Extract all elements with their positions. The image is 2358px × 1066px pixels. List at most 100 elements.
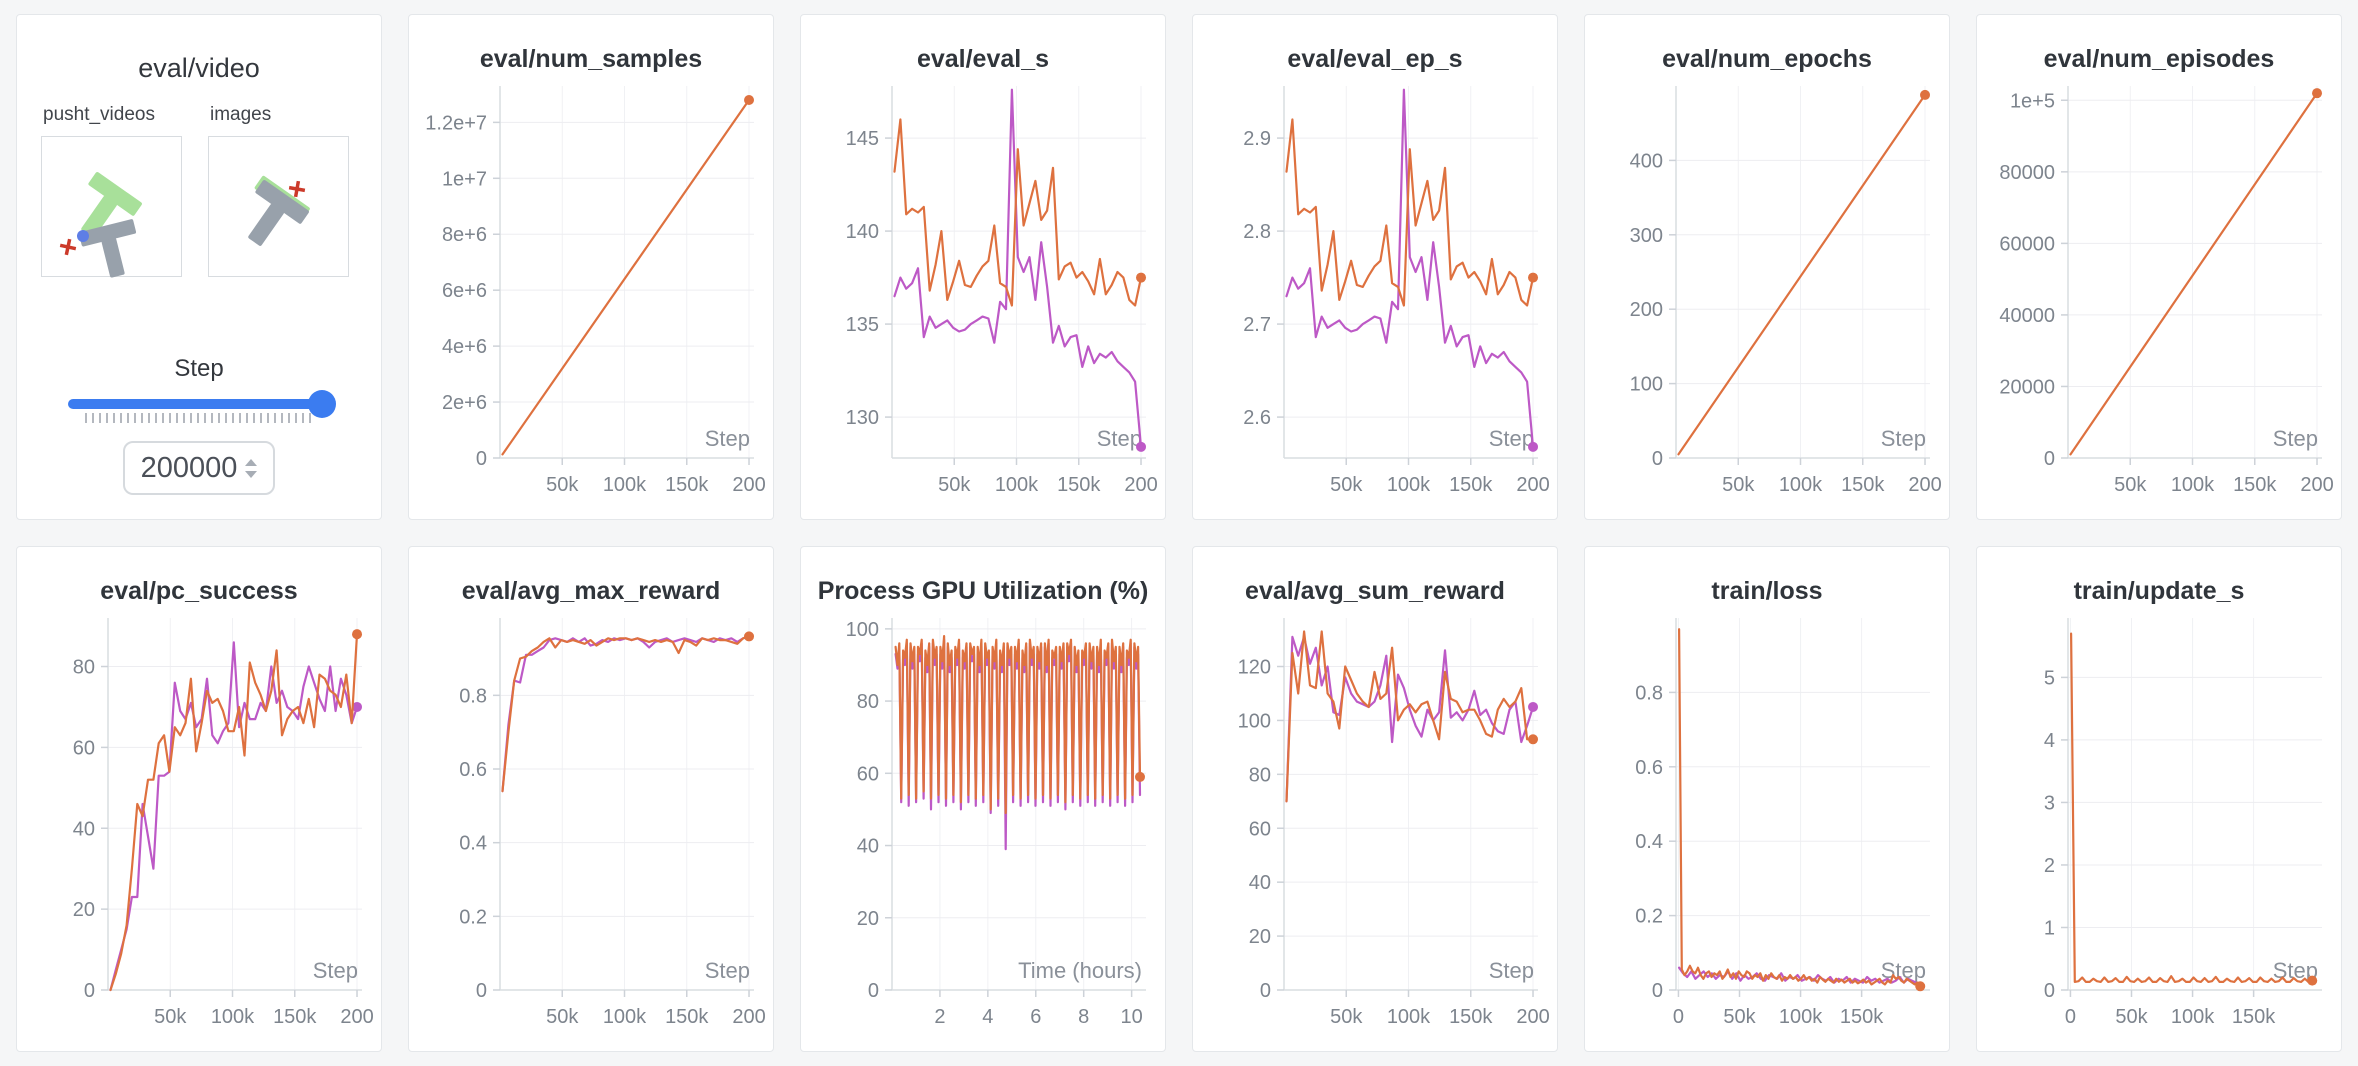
y-tick-label: 0 [2044, 448, 2055, 470]
end-point-dot [1136, 441, 1147, 452]
x-tick-label: 100k [1387, 474, 1431, 496]
x-tick-label: 50k [1330, 474, 1363, 496]
y-tick-label: 40 [1249, 872, 1271, 894]
series-line-orange [1677, 93, 1927, 456]
x-axis-label: Time (hours) [1018, 958, 1142, 983]
y-tick-label: 0 [476, 448, 487, 470]
agent-dot [77, 230, 89, 242]
y-tick-label: 40 [857, 836, 879, 858]
step-slider-track[interactable] [68, 390, 336, 418]
pusht-videos-thumbnail[interactable] [41, 136, 182, 278]
thumbnail-col-images: images [208, 104, 349, 277]
y-tick-label: 0.6 [1635, 757, 1663, 779]
panel-eval-num-samples: eval/num_samples 50k 100k 150k 200 0 2e+6 4e+6… [408, 14, 774, 520]
end-point-dot [744, 631, 755, 642]
x-axis-label: Step [1489, 958, 1534, 983]
y-tick-label: 200 [1630, 299, 1663, 321]
panel-eval-num-epochs: eval/num_epochs 50k 100k 150k 200 0 100 200 300… [1584, 14, 1950, 520]
images-thumbnail[interactable] [208, 136, 349, 277]
end-point-dot [1920, 89, 1931, 100]
panel-eval-num-episodes: eval/num_episodes 50k 100k 150k 200 0 20000 40… [1976, 14, 2342, 520]
series-line-orange [2069, 92, 2319, 456]
chart-eval-num-epochs[interactable]: 50k 100k 150k 200 0 100 200 300 400 Step [1585, 78, 1949, 498]
chart-title: train/loss [1711, 577, 1823, 605]
y-tick-label: 1.2e+7 [425, 112, 487, 134]
y-tick-label: 0.8 [1635, 682, 1663, 704]
chart-eval-eval-s[interactable]: 50k 100k 150k 200 130 135 140 145 Step [801, 78, 1165, 498]
y-tick-label: 80 [73, 657, 95, 679]
chart-title: eval/avg_max_reward [461, 577, 721, 605]
chart-svg: 50k 100k 150k 200 0 100 200 300 400 Step [1630, 86, 1942, 496]
panel-eval-video: eval/video pusht_videos [16, 14, 382, 520]
gray-t-block [248, 180, 309, 246]
x-tick-label: 100k [1779, 1006, 1823, 1028]
end-point-dot [1135, 771, 1146, 782]
y-tick-label: 20 [857, 908, 879, 930]
pusht-scene-image [59, 172, 142, 278]
thumbnail-label: images [210, 104, 272, 125]
y-tick-label: 40000 [1999, 305, 2055, 327]
y-tick-label: 0 [1260, 980, 1271, 1002]
x-tick-label: 4 [982, 1006, 993, 1028]
y-tick-label: 120 [1238, 657, 1271, 679]
x-tick-label: 50k [546, 1006, 579, 1028]
step-slider[interactable] [68, 390, 336, 423]
chart-eval-avg-sum-reward[interactable]: 50k 100k 150k 200 0 20 40 60 80 100 120 Step [1193, 610, 1557, 1030]
panel-eval-pc-success: eval/pc_success 50k 100k 150k 200 0 20 40 60 80 S… [16, 546, 382, 1052]
x-tick-label: 150k [665, 1006, 709, 1028]
y-tick-label: 80 [857, 691, 879, 713]
step-input-value: 200000 [140, 451, 238, 484]
x-tick-label: 150k [1057, 474, 1101, 496]
step-slider-thumb[interactable] [308, 390, 336, 418]
chart-process-gpu-utilization[interactable]: 2 4 6 8 10 0 20 40 60 80 100 Time (hours) [801, 610, 1165, 1030]
chart-train-update-s[interactable]: 0 50k 100k 150k 0 1 2 3 4 5 Step [1977, 610, 2341, 1030]
x-axis-label: Step [2273, 426, 2318, 451]
x-tick-label: 0 [2065, 1006, 2076, 1028]
panel-eval-eval-s: eval/eval_s 50k 100k 150k 200 130 135 140 145 St… [800, 14, 1166, 520]
chart-svg: 50k 100k 150k 200 0 20 40 60 80 Step [73, 618, 374, 1028]
y-tick-label: 100 [1238, 710, 1271, 732]
y-tick-label: 0 [1652, 980, 1663, 1002]
end-point-dot [352, 701, 363, 712]
chart-eval-num-samples[interactable]: 50k 100k 150k 200 0 2e+6 4e+6 6e+6 8e+6 1e+7 1.2e+… [409, 78, 773, 498]
chart-title: Process GPU Utilization (%) [817, 577, 1149, 605]
x-tick-label: 50k [938, 474, 971, 496]
end-point-dot [1528, 441, 1539, 452]
x-tick-label: 200 [1908, 474, 1941, 496]
chart-eval-avg-max-reward[interactable]: 50k 100k 150k 200 0 0.2 0.4 0.6 0.8 Step [409, 610, 773, 1030]
step-input[interactable]: 200000 [123, 441, 275, 495]
x-tick-label: 100k [1387, 1006, 1431, 1028]
y-tick-label: 140 [846, 221, 879, 243]
y-tick-label: 0.4 [1635, 831, 1663, 853]
step-increment-button[interactable] [245, 458, 258, 466]
x-axis-label: Step [1881, 426, 1926, 451]
chart-svg: 50k 100k 150k 200 0 20 40 60 80 100 120 Step [1238, 618, 1550, 1028]
y-tick-label: 0 [2044, 980, 2055, 1002]
y-tick-label: 40 [73, 818, 95, 840]
series-line-orange [2070, 632, 2314, 983]
y-tick-label: 0.4 [459, 833, 487, 855]
x-axis-label: Step [313, 958, 358, 983]
chart-eval-eval-ep-s[interactable]: 50k 100k 150k 200 2.6 2.7 2.8 2.9 Step [1193, 78, 1557, 498]
x-tick-label: 2 [934, 1006, 945, 1028]
chart-train-loss[interactable]: 0 50k 100k 150k 0 0.2 0.4 0.6 0.8 Step [1585, 610, 1949, 1030]
series-line-orange [1285, 118, 1535, 307]
end-point-dot [1136, 272, 1147, 283]
chart-svg: 50k 100k 150k 200 2.6 2.7 2.8 2.9 Step [1243, 86, 1550, 496]
x-tick-label: 200 [2300, 474, 2333, 496]
x-tick-label: 150k [1449, 1006, 1493, 1028]
y-tick-label: 80 [1249, 764, 1271, 786]
chart-eval-num-episodes[interactable]: 50k 100k 150k 200 0 20000 40000 60000 80000 1e+5 S… [1977, 78, 2341, 498]
y-tick-label: 2.8 [1243, 221, 1271, 243]
gray-t-block [78, 219, 137, 278]
media-panel-title: eval/video [138, 53, 260, 83]
y-tick-label: 1 [2044, 917, 2055, 939]
end-point-dot [744, 94, 755, 105]
chart-eval-pc-success[interactable]: 50k 100k 150k 200 0 20 40 60 80 Step [17, 610, 381, 1030]
panel-eval-avg-max-reward: eval/avg_max_reward 50k 100k 150k 200 0 0.2 0.… [408, 546, 774, 1052]
series-line-orange [501, 98, 751, 456]
y-tick-label: 60 [1249, 818, 1271, 840]
step-decrement-button[interactable] [245, 470, 258, 478]
end-point-dot [2307, 975, 2318, 986]
series-line-purple [1285, 88, 1535, 448]
